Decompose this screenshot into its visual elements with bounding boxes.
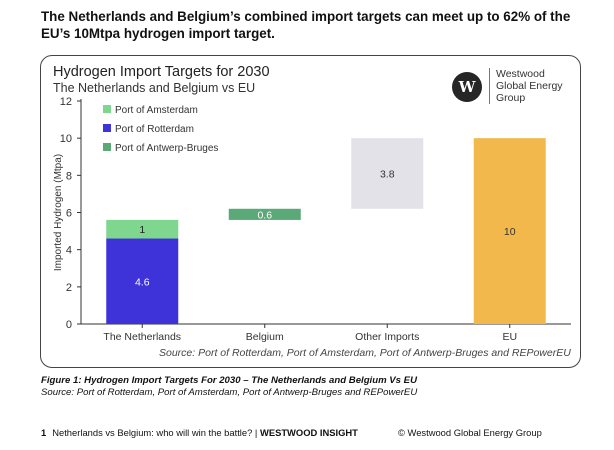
legend-label: Port of Rotterdam	[115, 124, 194, 135]
y-tick-label: 8	[66, 170, 72, 182]
bar-data-label: 1	[139, 224, 145, 236]
bar-data-label: 10	[504, 226, 516, 238]
footer-left: 1 Netherlands vs Belgium: who will win th…	[41, 427, 358, 438]
legend-swatch	[103, 124, 111, 132]
footer-series: WESTWOOD INSIGHT	[259, 427, 358, 438]
chart-card: Hydrogen Import Targets for 2030 The Net…	[40, 55, 581, 368]
y-axis-label: Imported Hydrogen (Mtpa)	[53, 154, 64, 271]
chart-subtitle: The Netherlands and Belgium vs EU	[53, 81, 256, 95]
brand-line-1: Westwood	[496, 68, 545, 80]
y-tick-label: 0	[66, 319, 72, 331]
bar-data-label: 0.6	[257, 209, 272, 221]
x-tick-label: The Netherlands	[103, 331, 181, 343]
bar-segment	[473, 138, 546, 324]
y-tick-label: 4	[66, 245, 72, 257]
chart-source: Source: Port of Rotterdam, Port of Amste…	[159, 347, 571, 359]
x-tick-label: Other Imports	[355, 331, 419, 343]
legend-swatch	[103, 143, 111, 151]
legend-label: Port of Amsterdam	[115, 105, 198, 116]
page-number: 1	[41, 427, 47, 438]
logo-circle: W	[452, 72, 482, 102]
headline: The Netherlands and Belgium’s combined i…	[41, 9, 571, 41]
brand-name: Westwood Global Energy Group	[496, 68, 576, 104]
y-tick-label: 12	[60, 96, 72, 108]
bar-segment	[106, 238, 179, 324]
legend-swatch	[103, 105, 111, 113]
brand-line-2: Global Energy	[496, 80, 563, 92]
chart-plot: 0 2 4 6 8 10 12 Imported Hydrogen (Mtpa) 4.6 1 0.6…	[53, 96, 571, 343]
x-tick-label: EU	[502, 331, 517, 343]
footer-doc-title: Netherlands vs Belgium: who will win the…	[52, 427, 260, 438]
legend-label: Port of Antwerp-Bruges	[115, 143, 218, 154]
westwood-logo-icon: W	[443, 66, 491, 108]
chart-title: Hydrogen Import Targets for 2030	[53, 64, 270, 80]
caption-title: Figure 1: Hydrogen Import Targets For 20…	[41, 375, 418, 386]
bar-data-label: 3.8	[380, 168, 395, 180]
bar-segment	[351, 138, 424, 209]
brand-line-3: Group	[496, 92, 526, 104]
logo-divider	[489, 68, 490, 104]
footer-copyright: © Westwood Global Energy Group	[398, 427, 542, 438]
y-tick-label: 6	[66, 208, 72, 220]
caption-source: Source: Port of Rotterdam, Port of Amste…	[41, 387, 418, 398]
figure-caption: Figure 1: Hydrogen Import Targets For 20…	[41, 375, 417, 399]
x-tick-label: Belgium	[246, 331, 284, 343]
bar-segment	[228, 208, 301, 220]
y-tick-label: 2	[66, 282, 72, 294]
y-tick-label: 10	[60, 133, 72, 145]
bar-segment	[106, 219, 179, 239]
bar-data-label: 4.6	[135, 276, 150, 288]
